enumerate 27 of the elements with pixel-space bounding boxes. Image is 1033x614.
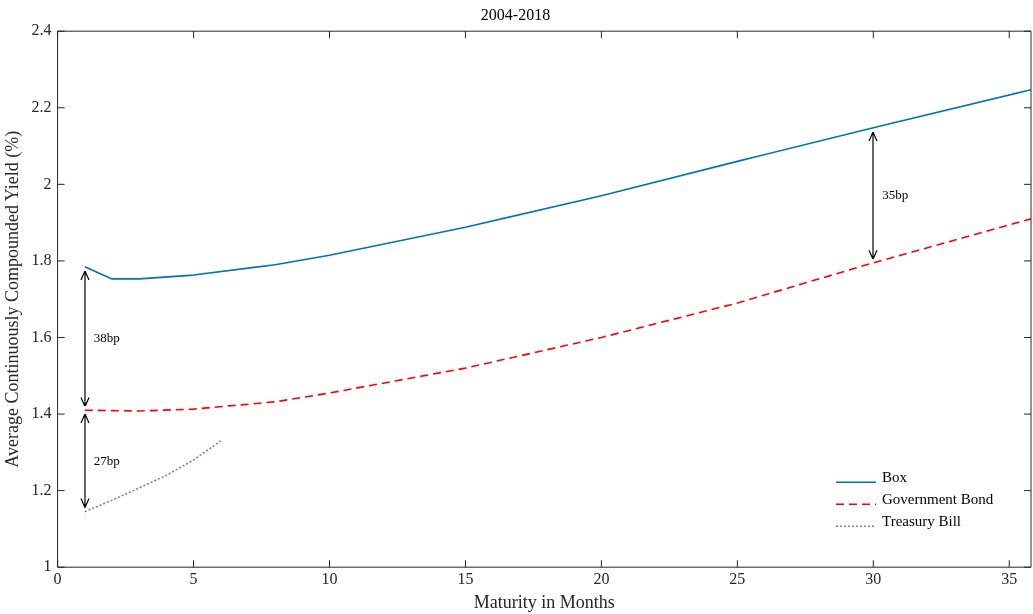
annotation: 38bp [93, 330, 120, 347]
line-series [83, 218, 1031, 412]
legend-label: Government Bond [882, 491, 994, 508]
y-tick-label: 2 [43, 174, 52, 192]
y-tick-label: 1.2 [31, 480, 52, 498]
y-tick-label: 1.4 [31, 404, 52, 422]
x-axis-title: Maturity in Months [473, 591, 615, 612]
x-tick-label: 15 [457, 570, 474, 587]
x-tick-label: 30 [865, 570, 882, 587]
x-tick-label: 25 [729, 570, 746, 587]
line-series [83, 440, 222, 513]
annotation: 27bp [93, 452, 120, 469]
x-tick-label: 0 [53, 570, 62, 587]
x-tick-label: 20 [593, 570, 610, 587]
y-tick-label: 1.8 [31, 251, 52, 269]
y-axis-title: Average Continuously Compounded Yield (%) [1, 130, 23, 468]
y-tick-label: 1 [43, 557, 52, 575]
x-tick-label: 35 [1001, 570, 1018, 587]
legend-label: Treasury Bill [882, 513, 962, 530]
legend-label: Box [882, 469, 908, 486]
y-tick-label: 2.2 [31, 97, 52, 115]
annotation: 35bp [882, 187, 909, 204]
x-tick-label: 10 [321, 570, 338, 587]
chart-title: 2004-2018 [480, 5, 551, 23]
y-tick-label: 2.4 [31, 21, 52, 39]
x-tick-label: 5 [189, 570, 198, 587]
y-tick-label: 1.6 [31, 327, 52, 345]
